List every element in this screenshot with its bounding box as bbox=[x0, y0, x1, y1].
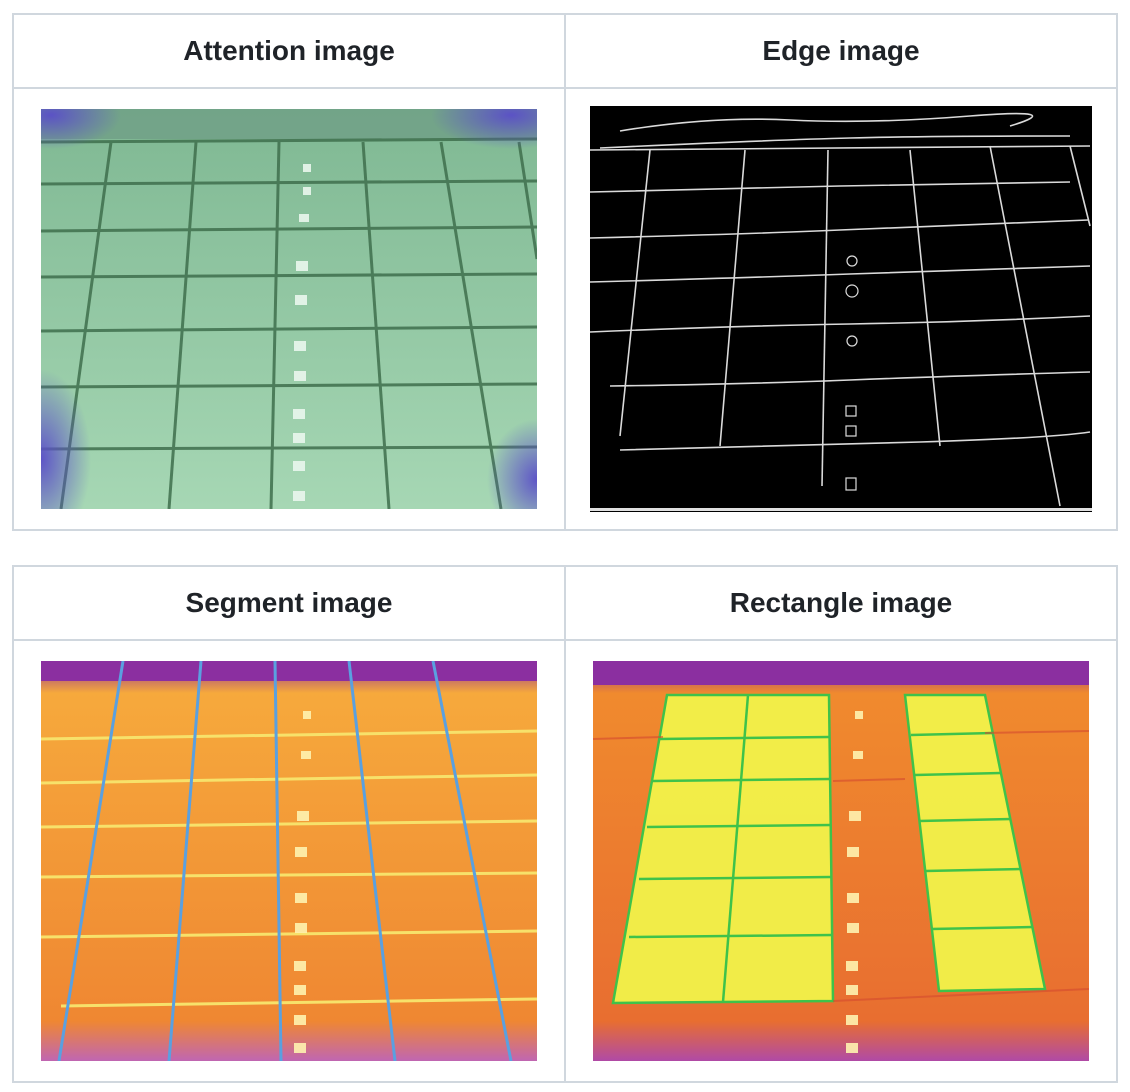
attention-image bbox=[41, 109, 537, 509]
cell-attention bbox=[12, 87, 566, 531]
image-table-bottom: Segment image Rectangle image bbox=[12, 565, 1118, 1083]
header-segment: Segment image bbox=[12, 565, 566, 641]
edge-image bbox=[590, 106, 1092, 512]
image-table-top: Attention image Edge image bbox=[12, 13, 1118, 531]
rectangle-image bbox=[593, 661, 1089, 1061]
cell-edge bbox=[564, 87, 1118, 531]
cell-segment bbox=[12, 639, 566, 1083]
cell-rectangle bbox=[564, 639, 1118, 1083]
header-edge: Edge image bbox=[564, 13, 1118, 89]
header-rectangle: Rectangle image bbox=[564, 565, 1118, 641]
segment-image bbox=[41, 661, 537, 1061]
header-attention: Attention image bbox=[12, 13, 566, 89]
